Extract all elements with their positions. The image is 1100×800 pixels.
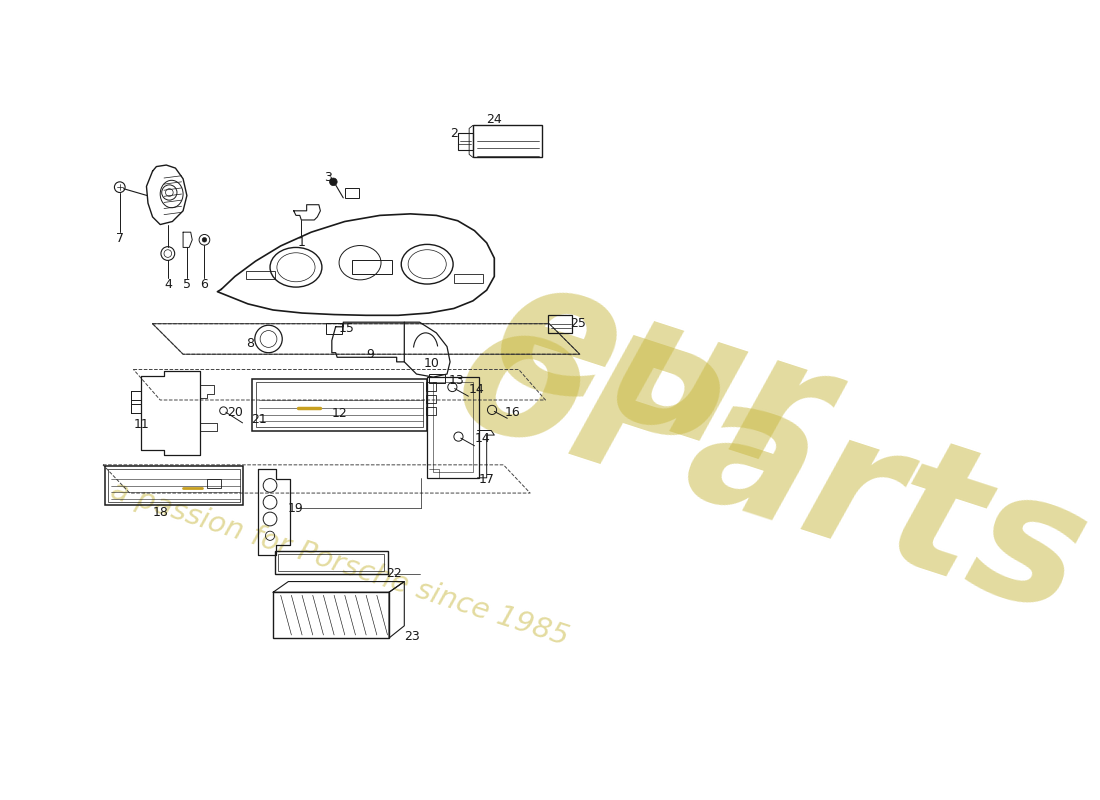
Bar [108,469,240,502]
Bar [327,323,342,334]
Text: 24: 24 [486,113,503,126]
Bar [352,261,392,274]
Text: 22: 22 [386,567,402,581]
Text: 13: 13 [449,374,464,387]
Circle shape [330,178,338,186]
Bar [426,394,436,403]
Bar [208,479,221,489]
Text: 15: 15 [339,322,355,334]
Bar [427,377,480,478]
Text: 19: 19 [288,502,304,515]
Bar [548,314,572,333]
Text: 17: 17 [478,473,495,486]
Text: 16: 16 [505,406,520,418]
Bar [429,374,446,383]
Bar [275,551,387,574]
Text: 7: 7 [116,232,124,245]
Text: 1: 1 [297,236,306,250]
Text: 6: 6 [200,278,208,290]
Bar [454,274,483,282]
Text: 3: 3 [324,170,332,184]
Text: 14: 14 [475,432,491,445]
Bar [458,133,473,150]
Bar [277,554,385,571]
Text: 9: 9 [366,348,374,361]
Bar [433,382,473,473]
Text: 20: 20 [227,406,243,418]
Text: 10: 10 [424,357,440,370]
Text: oParts: oParts [434,285,1100,653]
Text: 2: 2 [450,126,458,139]
Text: 8: 8 [246,337,254,350]
Bar [255,382,424,427]
Text: 11: 11 [133,418,148,431]
Bar [426,382,436,391]
Bar [245,271,275,279]
Text: 12: 12 [331,407,348,420]
Text: 21: 21 [252,414,267,426]
Bar [344,188,359,198]
Text: eur: eur [473,241,850,514]
Text: a passion for Porsche since 1985: a passion for Porsche since 1985 [107,477,572,651]
Bar [252,378,427,430]
Bar [473,126,541,158]
Text: 14: 14 [469,383,485,396]
Text: 23: 23 [404,630,420,643]
Circle shape [202,238,207,242]
Text: 5: 5 [183,278,191,290]
Bar [106,466,243,506]
Bar [426,407,436,415]
Text: 4: 4 [164,278,172,290]
Text: 25: 25 [570,318,586,330]
Text: 18: 18 [152,506,168,519]
Bar [273,592,389,638]
